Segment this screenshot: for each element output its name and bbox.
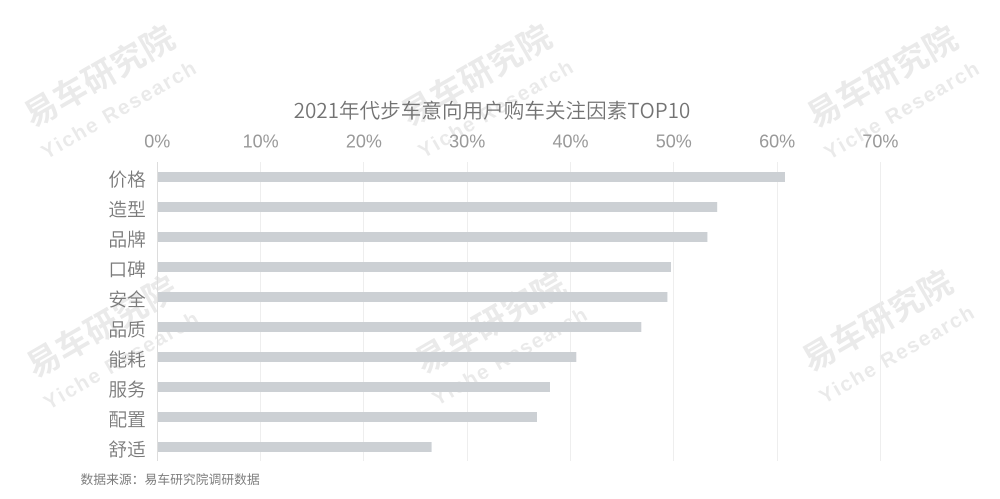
svg-text:30%: 30% bbox=[449, 132, 485, 152]
svg-text:20%: 20% bbox=[346, 132, 382, 152]
svg-text:50%: 50% bbox=[656, 132, 692, 152]
svg-text:0%: 0% bbox=[144, 132, 170, 152]
svg-text:10%: 10% bbox=[243, 132, 279, 152]
svg-text:70%: 70% bbox=[862, 132, 898, 152]
svg-text:40%: 40% bbox=[552, 132, 588, 152]
svg-text:60%: 60% bbox=[759, 132, 795, 152]
